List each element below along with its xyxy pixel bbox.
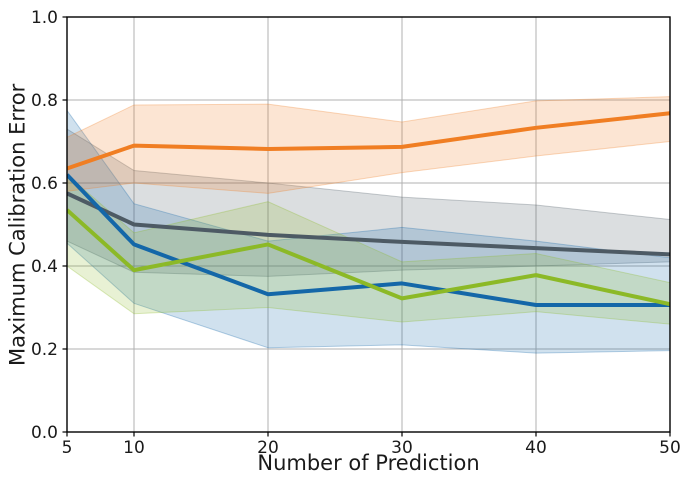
x-tick-label: 40 bbox=[525, 438, 547, 458]
y-tick-label: 0.6 bbox=[31, 174, 58, 194]
confidence-band-gray-series bbox=[67, 128, 670, 277]
confidence-band-blue-series bbox=[67, 109, 670, 354]
line-orange-series bbox=[67, 111, 670, 171]
axes-frame bbox=[66, 16, 671, 433]
x-tick-label: 20 bbox=[257, 438, 279, 458]
confidence-band-orange-series bbox=[67, 96, 670, 194]
x-tick-label: 50 bbox=[659, 438, 681, 458]
y-tick-label: 0.0 bbox=[31, 423, 58, 443]
y-tick-label: 0.2 bbox=[31, 340, 58, 360]
x-tick-label: 5 bbox=[62, 438, 73, 458]
y-axis-label: Maximum Calibration Error bbox=[5, 83, 30, 366]
y-tick-label: 0.8 bbox=[31, 91, 58, 111]
line-blue-series bbox=[67, 173, 670, 308]
y-tick-label: 1.0 bbox=[31, 8, 58, 28]
line-gray-series bbox=[67, 191, 670, 257]
y-tick-label: 0.4 bbox=[31, 257, 58, 277]
x-tick-label: 30 bbox=[391, 438, 413, 458]
confidence-band-green-series bbox=[67, 174, 670, 325]
x-tick-label: 10 bbox=[123, 438, 145, 458]
x-axis-label: Number of Prediction bbox=[257, 451, 480, 475]
line-green-series bbox=[67, 208, 670, 307]
